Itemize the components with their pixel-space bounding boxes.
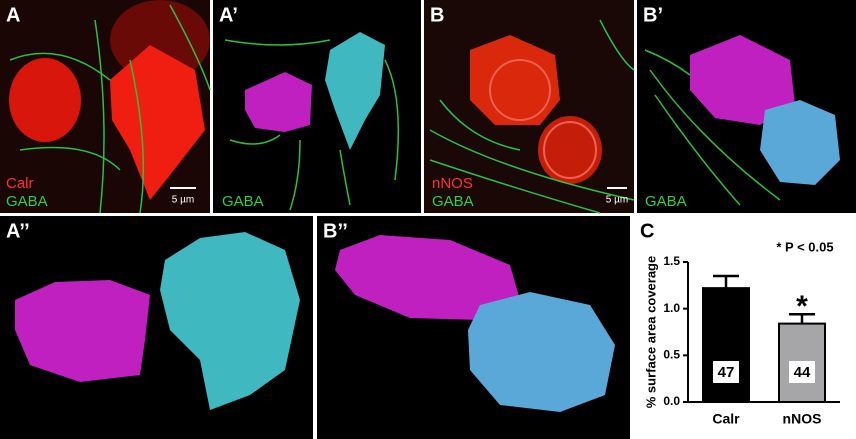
n-label-box: [713, 361, 739, 383]
render-b2: [335, 235, 615, 412]
render-a1: [224, 32, 400, 211]
y-axis-label: % surface area coverage: [643, 256, 658, 408]
y-tick-label: 0.5: [663, 348, 680, 362]
panel-label: B: [430, 4, 444, 26]
panel-label: A: [6, 4, 20, 26]
n-label: 47: [718, 364, 735, 381]
stain-label: Calr: [6, 175, 34, 192]
scale-label: 5 µm: [172, 195, 194, 206]
panel-label: C: [640, 220, 654, 242]
render-a2: [15, 232, 300, 410]
stain-label: GABA: [432, 193, 474, 210]
x-tick-label: nNOS: [783, 411, 822, 427]
micrograph-b: [429, 19, 635, 214]
bar: [702, 287, 750, 403]
n-label-box: [789, 361, 815, 383]
panel-label: A’’: [6, 220, 30, 242]
panel-a1-bg: [213, 0, 421, 213]
stain-label: GABA: [222, 193, 264, 210]
stain-label: nNOS: [432, 175, 473, 192]
panel-label: A’: [219, 4, 238, 26]
render-b1: [644, 35, 840, 206]
panel-label: B’: [643, 4, 663, 26]
stain-label: GABA: [645, 193, 687, 210]
y-tick-label: 0.0: [663, 394, 680, 408]
significance-mark: *: [796, 290, 808, 323]
annotation: * P < 0.05: [776, 239, 833, 254]
scale-label: 5 µm: [606, 195, 628, 206]
n-label: 44: [794, 364, 811, 381]
micrograph-a: [9, 0, 211, 214]
y-tick-label: 1.5: [663, 254, 680, 268]
bar-chart: 0.0 0.5 1.0 1.5 % surface area coverage * P <…: [643, 239, 840, 427]
x-tick-label: Calr: [712, 411, 740, 427]
panel-label: B’’: [323, 220, 348, 242]
y-tick-label: 1.0: [663, 301, 680, 315]
stain-label: GABA: [6, 193, 48, 210]
